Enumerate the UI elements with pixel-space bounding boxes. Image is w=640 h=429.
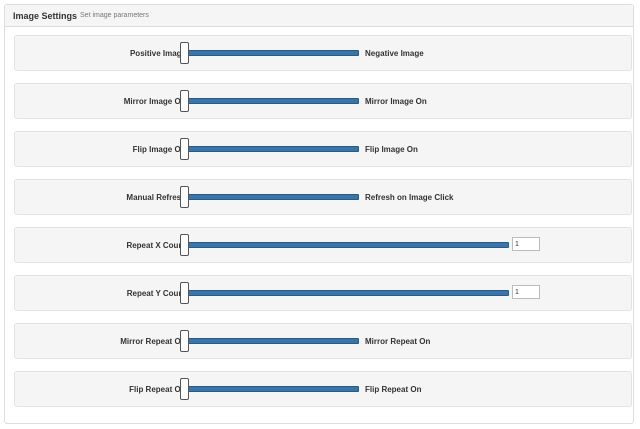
setting-right-label: Mirror Repeat On [365,336,431,346]
setting-row-refresh-mode: Manual Refresh Refresh on Image Click [14,179,632,215]
range-slider-track[interactable] [184,242,509,248]
repeat-y-count-input[interactable] [512,285,540,299]
toggle-slider-track[interactable] [184,98,359,104]
toggle-slider-track[interactable] [184,386,359,392]
setting-right-label: Flip Image On [365,144,418,154]
setting-row-mirror-repeat: Mirror Repeat Off Mirror Repeat On [14,323,632,359]
panel-title: Image Settings [13,10,78,21]
setting-row-mirror-image: Mirror Image Off Mirror Image On [14,83,632,119]
slider-handle[interactable] [180,42,189,64]
setting-row-repeat-y: Repeat Y Count [14,275,632,311]
setting-row-flip-repeat: Flip Repeat Off Flip Repeat On [14,371,632,407]
toggle-slider-track[interactable] [184,50,359,56]
setting-left-label: Positive Image [129,48,186,58]
slider-handle[interactable] [180,234,189,256]
toggle-slider-track[interactable] [184,146,359,152]
range-slider-track[interactable] [184,290,509,296]
setting-right-label: Mirror Image On [365,96,427,106]
repeat-x-count-input[interactable] [512,237,540,251]
setting-row-repeat-x: Repeat X Count [14,227,632,263]
panel-heading: Image Settings Set image parameters [5,5,633,27]
setting-left-label: Mirror Repeat Off [120,336,186,346]
setting-right-label: Negative Image [365,48,424,58]
slider-handle[interactable] [180,90,189,112]
panel-subtitle: Set image parameters [80,12,149,19]
setting-left-label: Flip Repeat Off [129,384,186,394]
setting-right-label: Refresh on Image Click [365,192,454,202]
slider-handle[interactable] [180,330,189,352]
setting-row-flip-image: Flip Image Off Flip Image On [14,131,632,167]
setting-left-label: Manual Refresh [126,192,186,202]
image-settings-panel: Image Settings Set image parameters Posi… [4,4,634,424]
toggle-slider-track[interactable] [184,194,359,200]
setting-left-label: Mirror Image Off [123,96,186,106]
settings-list: Positive Image Negative Image Mirror Ima… [14,35,632,419]
setting-row-image-polarity: Positive Image Negative Image [14,35,632,71]
setting-left-label: Repeat X Count [126,240,186,250]
slider-handle[interactable] [180,138,189,160]
setting-right-label: Flip Repeat On [365,384,422,394]
slider-handle[interactable] [180,282,189,304]
setting-left-label: Flip Image Off [132,144,186,154]
setting-left-label: Repeat Y Count [126,288,186,298]
toggle-slider-track[interactable] [184,338,359,344]
slider-handle[interactable] [180,378,189,400]
slider-handle[interactable] [180,186,189,208]
